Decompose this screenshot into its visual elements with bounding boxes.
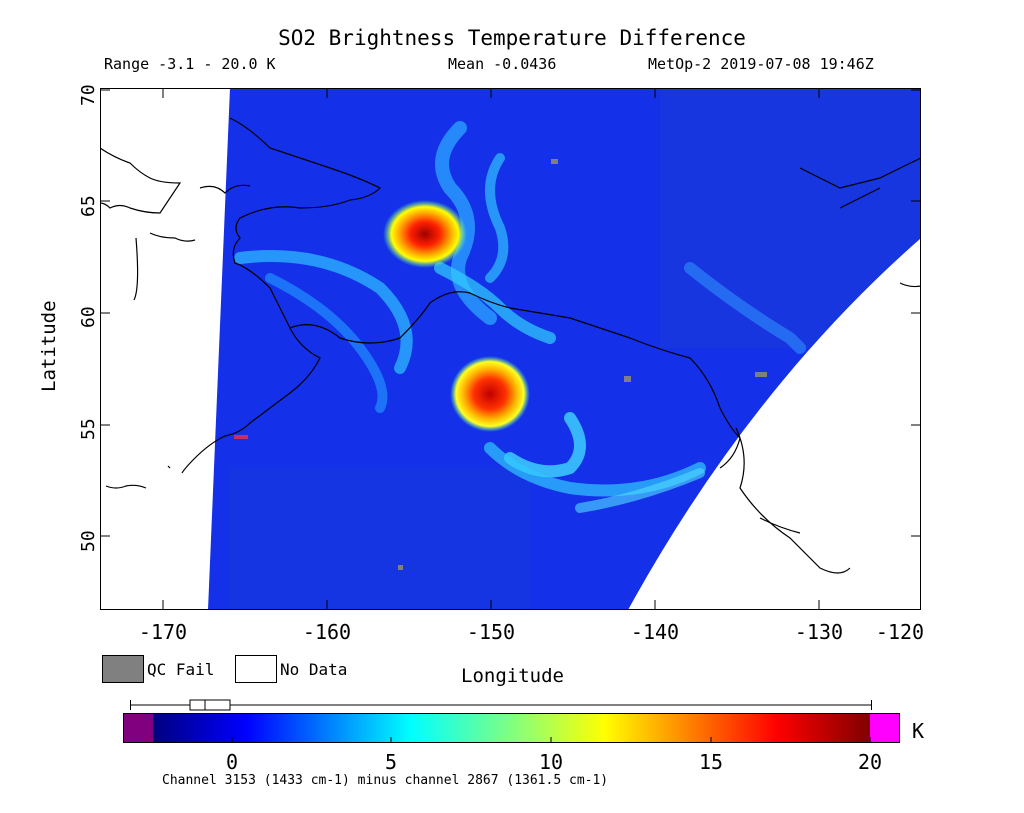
- range-label: Range -3.1 - 20.0 K: [104, 55, 276, 73]
- distribution-boxplot: [130, 699, 872, 711]
- low-value-pixel: [234, 435, 248, 439]
- channel-note: Channel 3153 (1433 cm-1) minus channel 2…: [162, 773, 609, 788]
- colorbar-tick-label: 15: [698, 750, 724, 774]
- plume-north-hotspot: [383, 200, 467, 268]
- x-tick-label: -120: [875, 620, 925, 644]
- y-axis-label: Latitude: [38, 300, 60, 392]
- y-tick-label: 55: [78, 418, 99, 440]
- x-tick-label: -150: [466, 620, 516, 644]
- qc-fail-swatch: [102, 655, 144, 683]
- qc-fail-label: QC Fail: [147, 660, 215, 679]
- colorbar-tick-label: 10: [538, 750, 564, 774]
- no-data-swatch: [235, 655, 277, 683]
- x-axis-label: Longitude: [461, 665, 564, 687]
- map-plot: [100, 88, 921, 610]
- colorbar-tick-label: 20: [857, 750, 883, 774]
- data-swath: [208, 88, 921, 610]
- y-tick-label: 65: [78, 195, 99, 217]
- qc-fail-pixel: [624, 376, 631, 382]
- colorbar-over: [870, 713, 900, 743]
- colorbar-gradient: [153, 713, 870, 743]
- mean-label: Mean -0.0436: [448, 55, 557, 73]
- x-tick-label: -160: [302, 620, 352, 644]
- satellite-time-label: MetOp-2 2019-07-08 19:46Z: [648, 55, 874, 73]
- x-tick-label: -170: [138, 620, 188, 644]
- x-tick-label: -130: [794, 620, 844, 644]
- colorbar-unit: K: [912, 719, 925, 743]
- colorbar-under: [123, 713, 153, 743]
- colorbar-tick-label: 5: [384, 750, 398, 774]
- y-tick-label: 60: [78, 306, 99, 328]
- plot-title: SO2 Brightness Temperature Difference: [278, 26, 746, 50]
- no-data-label: No Data: [280, 660, 348, 679]
- qc-fail-pixel: [755, 372, 767, 377]
- plume-filaments: [234, 121, 806, 513]
- plot-frame: [100, 88, 921, 610]
- coastlines: [100, 117, 921, 574]
- x-tick-label: -140: [630, 620, 680, 644]
- qc-fail-pixel: [398, 565, 403, 570]
- qc-fail-pixel: [551, 159, 558, 164]
- y-tick-label: 50: [78, 530, 99, 552]
- axis-ticks: [100, 88, 921, 610]
- plume-south-hotspot: [450, 356, 530, 432]
- y-tick-label: 70: [78, 84, 99, 106]
- colorbar-tick-label: 0: [225, 750, 239, 774]
- colorbar: [123, 713, 900, 743]
